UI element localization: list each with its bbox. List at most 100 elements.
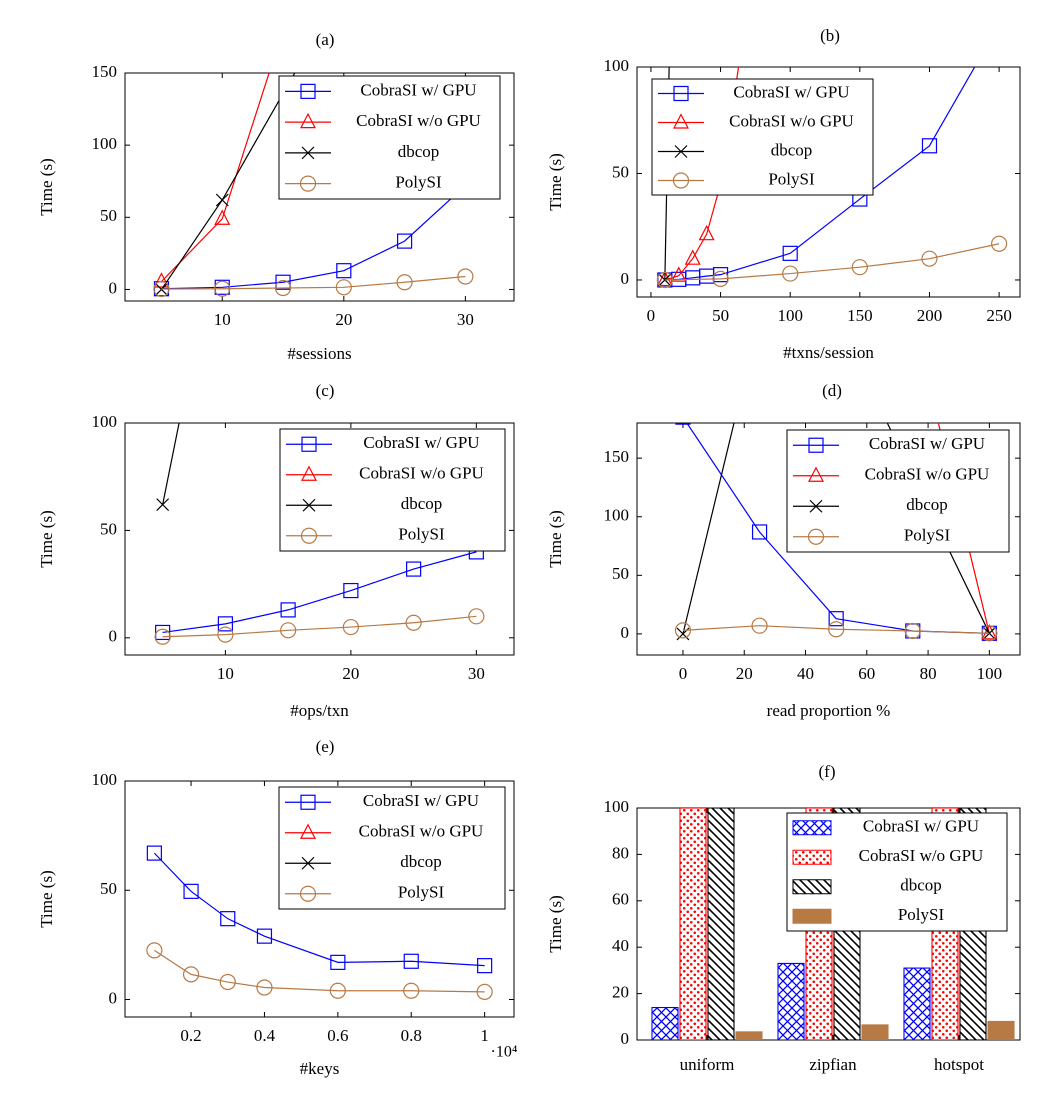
plot-frame-a <box>124 72 515 302</box>
data-point-b-3-3-shape <box>851 259 868 276</box>
y-tick-label-e-0: 0 <box>109 988 118 1007</box>
chart-title-d: (d) <box>822 381 842 400</box>
y-tick-label-c-0: 0 <box>109 627 118 646</box>
legend-marker-b-1 <box>673 113 689 129</box>
y-tick-label-b-1: 50 <box>612 162 629 181</box>
y-tick-label-f-3: 60 <box>612 890 629 909</box>
data-point-d-0-2 <box>828 611 844 627</box>
y-tick-label-d-2: 100 <box>604 506 630 525</box>
x-tick-label-b-2: 100 <box>777 306 803 325</box>
y-axis-label-c: Time (s) <box>37 510 56 567</box>
legend-label-c-1: CobraSI w/o GPU <box>359 464 484 483</box>
data-point-b-0-4 <box>712 267 729 283</box>
legend-marker-d-0 <box>808 437 824 453</box>
legend-b: CobraSI w/ GPU CobraSI w/o GPU dbcop PolySI <box>651 78 874 196</box>
series-line-e-0 <box>153 852 485 967</box>
y-axis-label-b: Time (s) <box>546 153 565 210</box>
x-axis-label-e: #keys <box>300 1059 340 1078</box>
data-point-d-0-0-shape <box>675 423 691 425</box>
data-point-e-3-0 <box>146 942 163 959</box>
legend-label-a-3: PolySI <box>395 173 442 192</box>
data-point-d-3-1-shape <box>751 617 768 634</box>
data-point-a-3-1-shape <box>214 280 231 297</box>
y-tick-label-f-4: 80 <box>612 843 629 862</box>
x-tick-label-e-4: 1 <box>480 1026 489 1045</box>
data-point-b-3-2-shape <box>782 265 799 282</box>
data-point-b-3-1 <box>712 270 729 287</box>
series-d-3 <box>674 617 998 642</box>
legend-swatch-f-1 <box>792 849 832 865</box>
legend-label-f-2: dbcop <box>900 876 942 895</box>
data-point-e-0-4 <box>330 954 346 970</box>
data-point-a-3-3-shape <box>335 279 352 296</box>
legend-label-a-0: CobraSI w/ GPU <box>360 80 476 99</box>
data-point-c-3-3 <box>342 618 359 636</box>
data-point-e-3-5-shape <box>403 982 420 999</box>
data-point-c-2-0 <box>156 498 170 512</box>
data-point-a-3-4 <box>396 274 413 291</box>
data-point-b-3-1-shape <box>712 270 729 287</box>
legend-label-c-3: PolySI <box>398 525 445 544</box>
data-point-c-3-5 <box>468 608 485 625</box>
x-multiplier-label-e: ·10⁴ <box>491 1044 518 1061</box>
legend-marker-d-2 <box>809 499 823 513</box>
y-tick-label-c-2: 100 <box>92 412 118 431</box>
legend-label-a-1: CobraSI w/o GPU <box>356 111 481 130</box>
data-point-e-0-6-shape <box>477 958 493 974</box>
data-point-d-3-2-shape <box>828 621 845 638</box>
bar-0-3 <box>735 1031 763 1040</box>
data-point-a-3-3 <box>335 279 352 296</box>
data-point-b-1-1-shape <box>670 266 687 282</box>
data-point-b-1-3-shape <box>698 224 715 241</box>
data-point-a-3-4-shape <box>396 274 413 291</box>
legend-marker-d-1-shape <box>808 466 824 482</box>
legend-entry-e-3: PolySI <box>285 883 444 902</box>
legend-swatch-f-3 <box>792 908 832 924</box>
data-point-d-1-1 <box>981 624 998 640</box>
legend-label-b-1: CobraSI w/o GPU <box>729 111 854 130</box>
data-point-b-1-0 <box>656 270 673 287</box>
legend-box-d <box>786 429 1010 553</box>
data-point-c-2-0-shape <box>156 498 170 512</box>
legend-entry-d-2: dbcop <box>793 495 948 514</box>
legend-marker-c-3 <box>300 527 318 544</box>
x-tick-label-c-0: 10 <box>217 664 234 683</box>
legend-entry-c-0: CobraSI w/ GPU <box>286 433 480 452</box>
data-point-b-1-3 <box>698 224 715 241</box>
data-point-b-3-0-shape <box>656 271 673 289</box>
data-point-a-1-1-shape <box>214 209 231 225</box>
data-point-e-3-3-shape <box>256 979 273 996</box>
legend-marker-b-1-shape <box>673 113 689 129</box>
legend-marker-e-3 <box>299 885 317 902</box>
plot-frame-b <box>636 66 1021 298</box>
data-point-c-0-3 <box>343 582 359 599</box>
legend-label-d-2: dbcop <box>906 495 948 514</box>
data-point-e-3-6-shape <box>476 983 493 1000</box>
legend-label-e-3: PolySI <box>398 883 445 902</box>
series-e-0 <box>146 845 493 974</box>
y-tick-label-c-1: 50 <box>100 519 117 538</box>
data-point-e-0-0-shape <box>146 845 162 861</box>
legend-marker-a-1 <box>300 112 316 129</box>
legend-label-d-1: CobraSI w/o GPU <box>865 465 990 484</box>
data-point-d-3-3 <box>904 622 921 640</box>
bar-0-2 <box>707 808 735 1040</box>
x-tick-label-e-2: 0.6 <box>327 1026 348 1045</box>
x-tick-label-d-5: 100 <box>977 664 1003 683</box>
x-tick-label-a-0: 10 <box>214 310 231 329</box>
data-point-a-0-3-shape <box>336 263 352 279</box>
x-tick-label-d-1: 20 <box>736 664 753 683</box>
x-axis-label-c: #ops/txn <box>290 701 349 720</box>
legend-label-e-0: CobraSI w/ GPU <box>363 791 479 810</box>
chart-title-f: (f) <box>818 762 836 781</box>
data-point-e-0-2 <box>220 911 236 927</box>
data-point-b-1-0-shape <box>656 270 673 287</box>
data-point-a-3-5-shape <box>457 268 474 285</box>
data-point-c-0-4-shape <box>406 561 422 577</box>
bar-1-0 <box>777 962 805 1040</box>
legend-marker-e-2 <box>301 856 315 870</box>
data-point-b-0-4-shape <box>712 267 729 283</box>
